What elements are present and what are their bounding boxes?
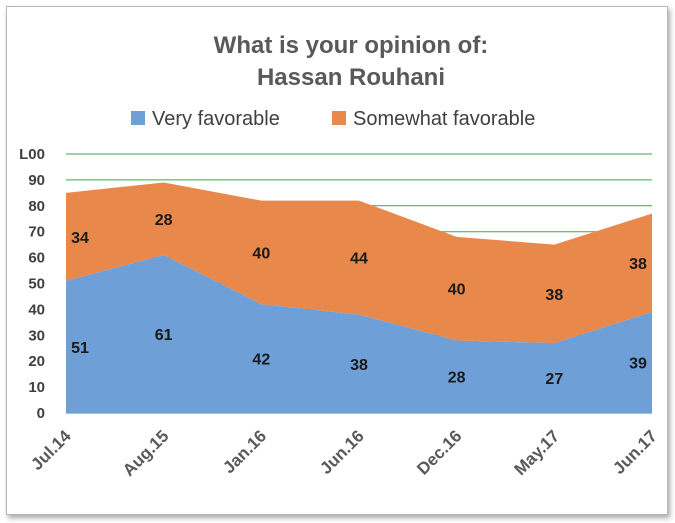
y-tick-label: 90: [28, 172, 45, 189]
x-tick-label: Aug.15: [119, 426, 173, 480]
plot-areas: [66, 182, 652, 413]
y-tick-label: 80: [28, 198, 45, 215]
data-label-very-favorable: 38: [350, 357, 368, 374]
chart-title-line-1: What is your opinion of:: [214, 32, 489, 59]
x-tick-label: Jan.16: [219, 426, 270, 477]
x-tick-label: May.17: [511, 426, 564, 479]
y-tick-label: 70: [28, 224, 45, 241]
legend-swatch-very-favorable: [131, 111, 145, 125]
y-tick-label: 0: [37, 405, 45, 422]
legend-swatch-somewhat-favorable: [332, 111, 346, 125]
legend: Very favorable Somewhat favorable: [131, 108, 535, 130]
area-somewhat-favorable: [66, 182, 652, 344]
y-tick-label: 50: [28, 276, 45, 293]
legend-label-somewhat-favorable: Somewhat favorable: [353, 108, 535, 130]
legend-label-very-favorable: Very favorable: [152, 108, 280, 130]
data-label-very-favorable: 61: [155, 327, 173, 344]
y-axis-tick-labels: 0 10 20 30 40 50 60 70 80 90 L00: [19, 146, 45, 422]
data-label-somewhat-favorable: 40: [252, 245, 270, 262]
chart-frame: What is your opinion of: Hassan Rouhani …: [6, 6, 668, 515]
x-tick-label: Jun.17: [609, 426, 661, 478]
data-label-very-favorable: 27: [545, 371, 563, 388]
x-tick-label: Jun.16: [316, 426, 368, 478]
y-tick-label: 30: [28, 327, 45, 344]
data-label-somewhat-favorable: 44: [350, 251, 368, 268]
data-label-somewhat-favorable: 28: [155, 212, 173, 229]
area-very-favorable: [66, 255, 652, 413]
chart-title-line-2: Hassan Rouhani: [257, 64, 445, 91]
area-chart: What is your opinion of: Hassan Rouhani …: [19, 32, 661, 480]
y-tick-label: 20: [28, 353, 45, 370]
data-label-very-favorable: 39: [629, 355, 647, 372]
x-axis-tick-labels: Jul.14 Aug.15 Jan.16 Jun.16 Dec.16 May.17 Jun.…: [27, 426, 661, 480]
y-tick-label: 10: [28, 379, 45, 396]
y-tick-label: 40: [28, 301, 45, 318]
data-label-very-favorable: 42: [252, 352, 270, 369]
y-tick-label: L00: [19, 146, 45, 163]
data-label-somewhat-favorable: 40: [448, 282, 466, 299]
x-tick-label: Dec.16: [413, 426, 465, 478]
data-labels: 51 61 42 38 28 27 39 34 28 40 44 40 38 38: [71, 212, 647, 388]
data-label-very-favorable: 28: [448, 370, 466, 387]
data-label-very-favorable: 51: [71, 340, 89, 357]
x-tick-label: Jul.14: [27, 426, 75, 474]
data-label-somewhat-favorable: 34: [71, 230, 89, 247]
data-label-somewhat-favorable: 38: [545, 287, 563, 304]
data-label-somewhat-favorable: 38: [629, 256, 647, 273]
y-tick-label: 60: [28, 250, 45, 267]
